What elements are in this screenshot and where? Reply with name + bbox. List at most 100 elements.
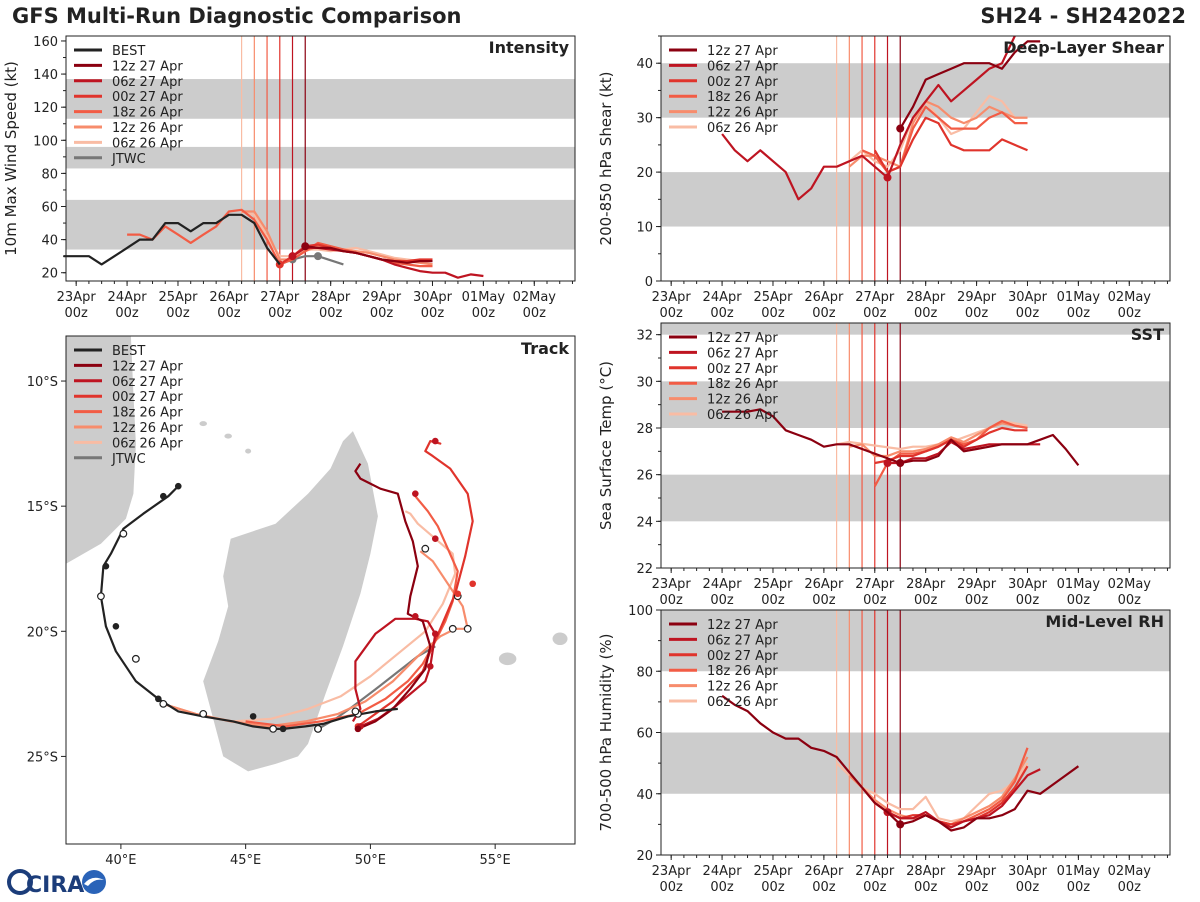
island [224,433,232,439]
x-tick-date: 01May [1057,577,1101,592]
y-tick-label: 100 [628,604,653,619]
y-tick-label: 100 [33,134,58,149]
track-line-12z-27-apr [354,462,432,730]
x-tick-date: 29Apr [957,577,997,592]
x-tick-hour: 00z [761,593,785,608]
track-point-open [351,707,360,716]
track-point-open [314,724,322,733]
legend-label: BEST [112,44,145,59]
x-tick-hour: 00z [812,593,836,608]
series-line-06z-26-apr [835,762,1029,823]
x-tick-hour: 00z [217,306,241,321]
x-tick-hour: 00z [1016,880,1040,895]
x-tick-date: 25Apr [753,290,793,305]
legend-label: 12z 26 Apr [707,680,778,695]
legend-label: 06z 27 Apr [707,59,778,74]
lat-tick-label: 10°S [27,375,58,390]
x-tick-hour: 00z [914,880,938,895]
track-point [412,612,419,620]
legend-label: 12z 26 Apr [112,421,183,436]
y-tick-label: 120 [33,101,58,116]
y-tick-label: 28 [636,422,653,437]
y-tick-label: 40 [41,234,58,249]
panel-shear: 01020304023Apr00z24Apr00z25Apr00z26Apr00… [597,35,1171,321]
x-tick-date: 23Apr [652,290,692,305]
island [199,421,207,427]
y-tick-label: 40 [636,57,653,72]
panel-title: Mid-Level RH [1045,612,1164,631]
legend-label: 12z 26 Apr [707,106,778,121]
track-point [249,713,257,720]
y-axis-label: 700-500 hPa Humidity (%) [597,633,615,831]
legend-label: 18z 26 Apr [112,106,183,121]
shade-band [661,474,1170,522]
x-tick-hour: 00z [1016,306,1040,321]
x-tick-hour: 00z [1016,593,1040,608]
y-tick-label: 32 [636,329,653,344]
lat-tick-label: 25°S [27,750,58,765]
track-point-open [119,529,128,538]
x-tick-hour: 00z [812,306,836,321]
y-tick-label: 24 [636,515,653,530]
track-line-00z-27-apr [357,440,474,728]
x-tick-date: 24Apr [108,290,148,305]
x-tick-date: 24Apr [703,864,743,879]
x-tick-hour: 00z [863,593,887,608]
track-point [160,492,167,500]
series-line-12z-27-apr [722,408,1080,466]
panel-title: SST [1131,325,1164,344]
track-point [469,580,477,588]
lat-tick-label: 20°S [27,625,58,640]
shade-band [661,63,1170,118]
x-tick-hour: 00z [965,880,989,895]
x-tick-hour: 00z [659,306,683,321]
track-point [426,663,434,670]
x-tick-hour: 00z [319,306,343,321]
legend-label: 18z 26 Apr [707,377,778,392]
x-tick-date: 02May [1108,864,1152,879]
x-tick-date: 27Apr [260,290,300,305]
x-tick-date: 02May [1108,290,1152,305]
shade-band [661,732,1170,794]
x-tick-date: 25Apr [753,577,793,592]
x-tick-hour: 00z [965,306,989,321]
legend-label: 06z 26 Apr [112,436,183,451]
y-tick-label: 20 [636,849,653,864]
x-tick-hour: 00z [914,306,938,321]
x-tick-date: 25Apr [158,290,198,305]
x-tick-date: 23Apr [652,577,692,592]
legend-label: 06z 27 Apr [707,633,778,648]
shade-band [661,323,1170,335]
legend-label: 12z 27 Apr [707,331,778,346]
x-tick-date: 30Apr [1008,577,1048,592]
x-tick-hour: 00z [761,880,785,895]
x-tick-date: 02May [513,290,557,305]
panel-title: Intensity [489,38,570,57]
legend-label: 06z 27 Apr [112,375,183,390]
x-tick-date: 28Apr [906,290,946,305]
x-tick-hour: 00z [370,306,394,321]
legend-label: JTWC [111,452,146,467]
y-tick-label: 30 [636,112,653,127]
lon-tick-label: 55°E [480,853,511,868]
x-tick-date: 24Apr [703,577,743,592]
y-tick-label: 80 [41,167,58,182]
x-tick-date: 29Apr [957,290,997,305]
series-line-12z-27-apr [899,40,1041,130]
y-axis-label: 200-850 hPa Shear (kt) [597,72,615,246]
track-point-open [421,544,430,553]
x-tick-hour: 00z [1118,593,1142,608]
y-tick-label: 10 [636,221,653,236]
lat-tick-label: 15°S [27,500,58,515]
legend-label: 12z 27 Apr [112,59,183,74]
legend-label: BEST [112,344,145,359]
x-tick-hour: 00z [523,306,547,321]
x-tick-date: 24Apr [703,290,743,305]
x-tick-date: 28Apr [906,864,946,879]
x-tick-hour: 00z [64,306,88,321]
data-point [313,252,322,261]
track-point-open [448,624,457,633]
